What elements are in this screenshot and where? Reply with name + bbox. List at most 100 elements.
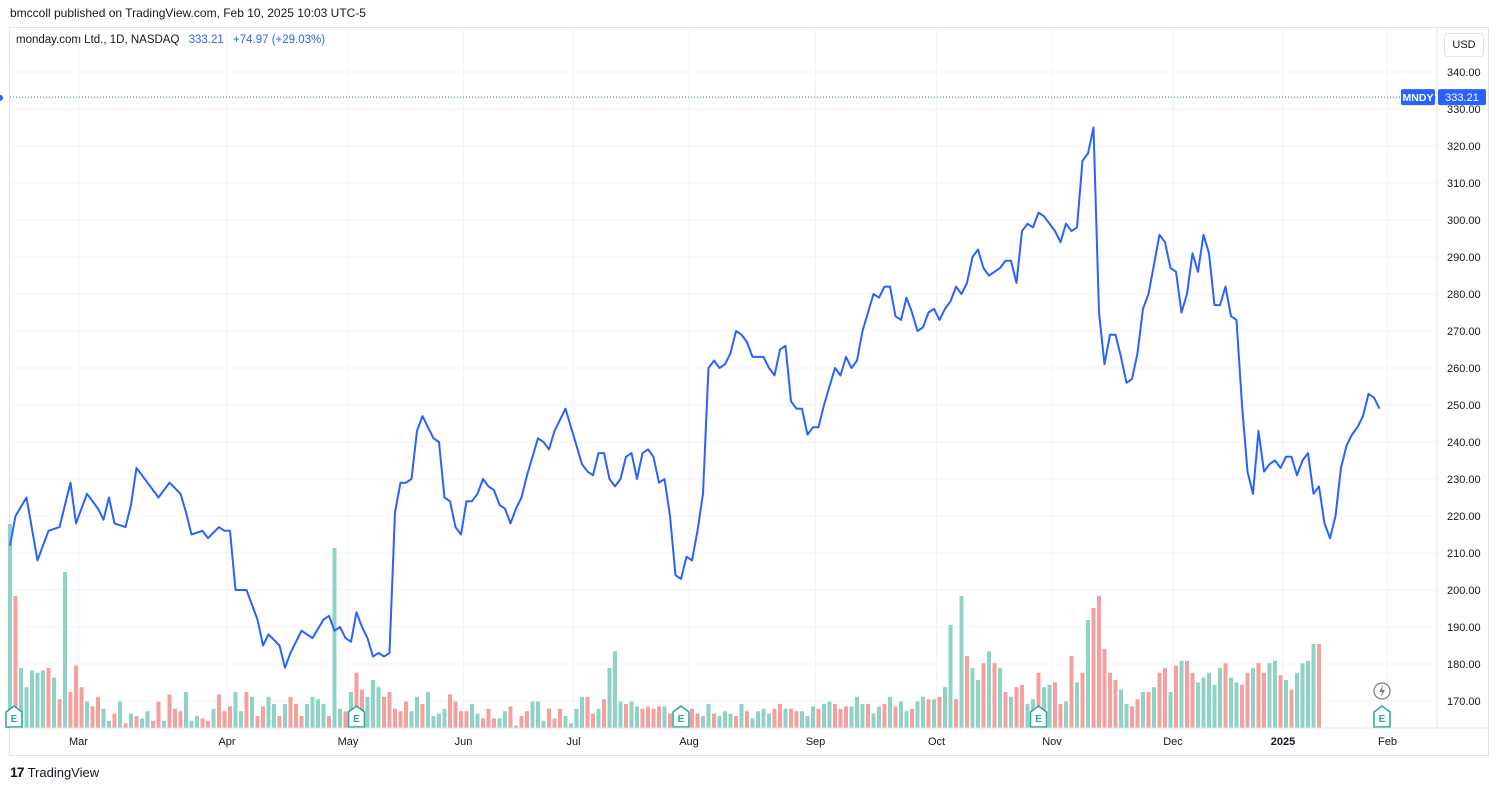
currency-button[interactable]: USD	[1444, 33, 1484, 57]
volume-bar	[151, 720, 155, 728]
volume-bar	[283, 704, 287, 728]
volume-bar	[866, 704, 870, 728]
volume-bar	[305, 704, 309, 728]
volume-bar	[41, 670, 45, 728]
price-tag-bg	[1438, 89, 1486, 106]
volume-bar	[475, 713, 480, 728]
volume-bar	[107, 720, 111, 728]
x-tick-label: Sep	[806, 736, 826, 748]
volume-bar	[79, 687, 84, 728]
volume-bar	[1075, 682, 1079, 728]
volume-bar	[299, 716, 304, 728]
volume-bar	[52, 677, 56, 728]
volume-bar	[860, 704, 865, 728]
volume-bar	[68, 692, 73, 728]
y-tick-label: 270.00	[1447, 326, 1481, 338]
volume-bar	[503, 711, 507, 728]
y-tick-label: 200.00	[1447, 585, 1481, 597]
volume-bar	[24, 687, 29, 728]
volume-bar	[992, 663, 997, 728]
volume-bar	[211, 708, 216, 728]
volume-bar	[1009, 696, 1013, 728]
earnings-marker-shape	[5, 705, 23, 728]
volume-bar	[354, 672, 359, 728]
lightning-bolt	[1379, 685, 1385, 697]
volume-bar	[1152, 687, 1156, 728]
volume-bar	[563, 716, 568, 728]
y-tick-label: 300.00	[1447, 215, 1481, 227]
volume-bar	[321, 704, 326, 728]
volume-bar	[893, 706, 898, 728]
volume-bar	[783, 708, 788, 728]
volume-bar	[382, 696, 386, 728]
volume-bar	[343, 711, 348, 728]
volume-bar	[8, 524, 12, 728]
volume-bar	[1163, 668, 1167, 728]
volume-bar	[640, 708, 645, 728]
volume-bar	[294, 704, 298, 728]
volume-bar	[1201, 677, 1206, 728]
volume-bar	[90, 706, 95, 728]
volume-bar	[57, 699, 62, 728]
volume-bar	[376, 687, 381, 728]
volume-bar	[827, 701, 832, 728]
lightning-icon	[1373, 682, 1391, 700]
volume-bar	[431, 716, 436, 728]
volume-bar	[877, 706, 881, 728]
volume-bar	[222, 711, 227, 728]
volume-bar	[558, 708, 562, 728]
symbol-legend[interactable]: monday.com Ltd., 1D, NASDAQ 333.21 +74.9…	[16, 34, 325, 46]
y-tick-label: 340.00	[1447, 67, 1481, 79]
volume-bar	[426, 692, 430, 728]
tradingview-mark-icon: 17	[10, 764, 25, 780]
volume-bar	[437, 713, 441, 728]
volume-bar	[1174, 665, 1178, 728]
volume-bar	[167, 694, 172, 728]
volume-bar	[849, 706, 854, 728]
volume-bar	[602, 699, 606, 728]
volume-bar	[387, 692, 392, 728]
volume-bar	[178, 711, 183, 728]
volume-bar	[266, 696, 271, 728]
volume-bar	[712, 713, 716, 728]
time-axis: Mar Apr May Jun Jul Aug Sep Oct Nov Dec 2025 Feb	[10, 727, 1488, 748]
price-line	[9, 126, 1381, 669]
volume-bar	[580, 696, 584, 728]
volume-bar	[948, 624, 953, 728]
volume-bar	[448, 694, 452, 728]
volume-bar	[228, 706, 232, 728]
volume-bar	[739, 704, 744, 728]
volume-bar	[1108, 672, 1112, 728]
volume-bar	[272, 704, 276, 728]
y-tick-label: 330.00	[1447, 104, 1481, 116]
volume-bar	[134, 716, 139, 728]
x-tick-label: Dec	[1163, 736, 1183, 748]
volume-bar	[723, 711, 727, 728]
volume-bar	[1190, 672, 1195, 728]
volume-bar	[805, 716, 810, 728]
earnings-marker-label: E	[1379, 714, 1386, 725]
volume-bar	[871, 713, 876, 728]
volume-bar	[492, 718, 496, 728]
volume-bar	[629, 701, 634, 728]
volume-bar	[1251, 668, 1255, 728]
y-tick-label: 250.00	[1447, 400, 1481, 412]
volume-bar	[998, 668, 1002, 728]
volume-bar	[118, 701, 122, 728]
tradingview-logo[interactable]: 17 TradingView	[10, 764, 99, 780]
volume-bar	[882, 704, 887, 728]
volume-bar	[910, 708, 914, 728]
volume-bar	[101, 708, 106, 728]
volume-bar	[1053, 682, 1057, 728]
earnings-marker-label: E	[353, 714, 360, 725]
volume-bar	[767, 713, 771, 728]
volume-bar	[1025, 704, 1030, 728]
volume-bar	[789, 708, 793, 728]
volume-bar	[470, 704, 474, 728]
volume-bar	[514, 725, 518, 728]
volume-bar	[1229, 677, 1233, 728]
volume-bar	[1267, 663, 1272, 728]
volume-bar	[701, 716, 705, 728]
volume-bar	[371, 680, 375, 728]
